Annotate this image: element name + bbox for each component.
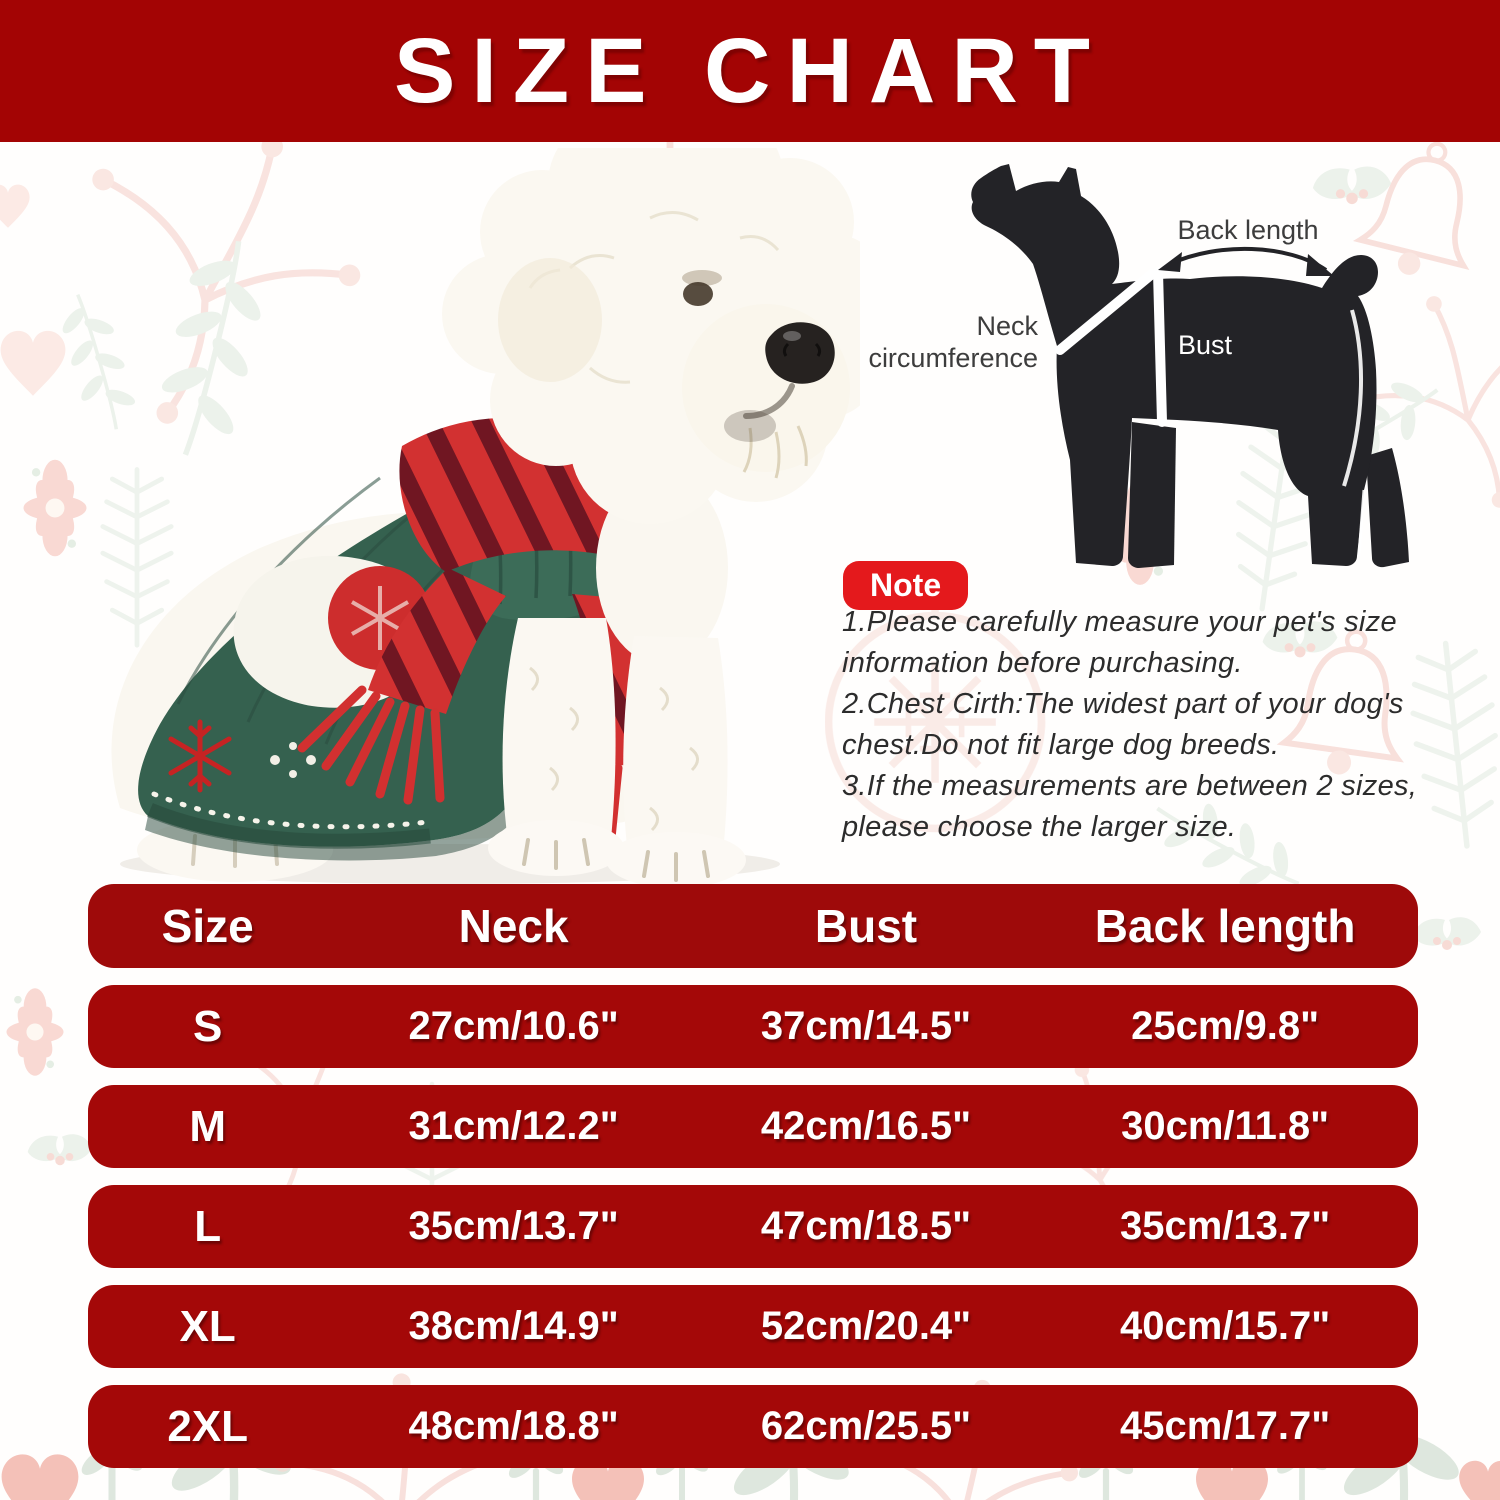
table-row-2xl: 2XL 48cm/18.8" 62cm/25.5" 45cm/17.7" [88, 1385, 1418, 1468]
dog-photo-illustration [111, 108, 888, 888]
table-row-xl: XL 38cm/14.9" 52cm/20.4" 40cm/15.7" [88, 1285, 1418, 1368]
eye [683, 282, 713, 306]
neck-value: 35cm/13.7" [408, 1204, 619, 1248]
column-header-bust: Bust [814, 900, 918, 952]
eye-shading [682, 270, 722, 286]
page-title: SIZE CHART [394, 20, 1106, 122]
note-text: 1.Please carefully measure your pet's si… [842, 602, 1490, 848]
bust-value: 52cm/20.4" [760, 1304, 972, 1348]
note-line: 1.Please carefully measure your pet's si… [842, 606, 1397, 638]
bust-value: 42cm/16.5" [760, 1104, 972, 1148]
column-header-back-length: Back length [1094, 900, 1356, 952]
back-length-value: 45cm/17.7" [1120, 1404, 1331, 1448]
back-length-arrow [1158, 246, 1334, 276]
dog-head [442, 108, 888, 524]
column-header-size: Size [161, 900, 254, 952]
product-photo [50, 108, 888, 890]
neck-value: 31cm/12.2" [408, 1104, 619, 1148]
table-row-m: M 31cm/12.2" 42cm/16.5" 30cm/11.8" [88, 1085, 1418, 1168]
neck-circumference-label: Neck circumference [868, 311, 1038, 373]
bust-label: Bust [1178, 330, 1233, 360]
note-line: 3.If the measurements are between 2 size… [842, 770, 1418, 802]
size-value: M [189, 1101, 227, 1151]
neck-value: 48cm/18.8" [408, 1404, 619, 1448]
title-banner: SIZE CHART [0, 0, 1500, 142]
table-row-s: S 27cm/10.6" 37cm/14.5" 25cm/9.8" [88, 985, 1418, 1068]
note-badge: Note [843, 561, 969, 610]
note-line: 2.Chest Cirth:The widest part of your do… [842, 688, 1404, 720]
size-value: L [194, 1201, 222, 1251]
note-line: information before purchasing. [842, 647, 1243, 679]
size-value: 2XL [167, 1401, 249, 1451]
column-header-neck: Neck [458, 900, 569, 952]
note-line: chest.Do not fit large dog breeds. [842, 729, 1280, 761]
back-length-label: Back length [1177, 215, 1319, 245]
size-value: S [193, 1001, 223, 1051]
snowflake-motif [168, 719, 232, 793]
size-table-header: Size Neck Bust Back length [88, 884, 1418, 968]
back-length-value: 25cm/9.8" [1131, 1004, 1320, 1048]
back-length-value: 40cm/15.7" [1120, 1304, 1331, 1348]
measurement-diagram: Back length Neck circumference Bust [860, 160, 1500, 610]
nose [765, 322, 835, 384]
table-row-l: L 35cm/13.7" 47cm/18.5" 35cm/13.7" [88, 1185, 1418, 1268]
note-line: please choose the larger size. [842, 811, 1237, 843]
size-value: XL [179, 1301, 236, 1351]
back-length-value: 30cm/11.8" [1121, 1104, 1330, 1148]
dog-silhouette [971, 164, 1409, 568]
bust-value: 37cm/14.5" [760, 1004, 972, 1048]
bust-value: 47cm/18.5" [760, 1204, 972, 1248]
neck-value: 27cm/10.6" [408, 1004, 619, 1048]
neck-value: 38cm/14.9" [408, 1304, 619, 1348]
back-length-value: 35cm/13.7" [1120, 1204, 1331, 1248]
bust-value: 62cm/25.5" [760, 1404, 972, 1448]
